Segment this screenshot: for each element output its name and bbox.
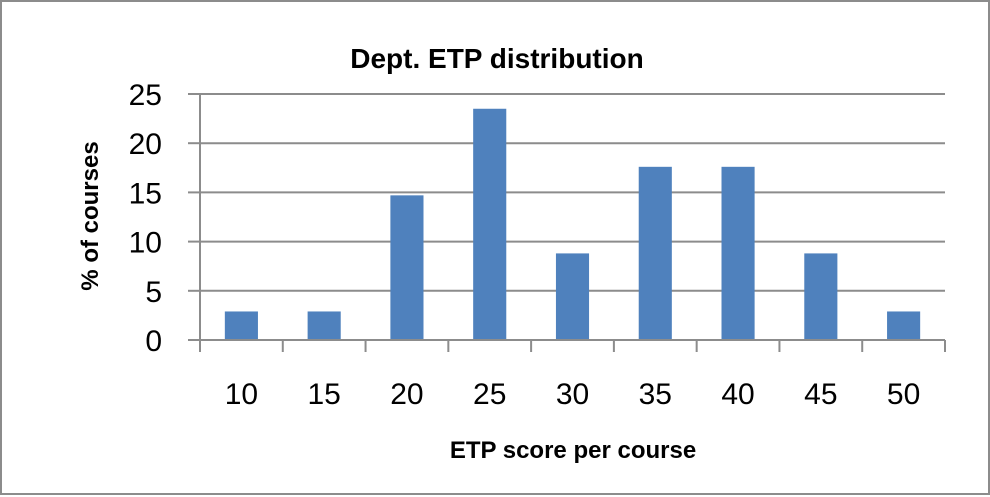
x-axis-title: ETP score per course: [450, 437, 696, 464]
y-tick-label: 15: [129, 177, 162, 210]
bar: [224, 311, 258, 340]
y-tick-label: 0: [145, 325, 162, 358]
x-tick-label: 30: [556, 378, 589, 411]
bar: [721, 166, 755, 340]
y-tick-labels: 0 5 10 15 20 25: [129, 79, 162, 358]
x-tick-label: 40: [721, 378, 754, 411]
x-tick-labels: 10 15 20 25 30 35 40 45 50: [225, 378, 921, 411]
axes: [188, 93, 946, 352]
bar: [390, 195, 424, 340]
y-tick-label: 25: [129, 79, 162, 112]
x-tick-label: 10: [225, 378, 258, 411]
y-tick-label: 5: [145, 276, 162, 309]
x-tick-label: 20: [390, 378, 423, 411]
bar: [473, 108, 507, 340]
y-tick-label: 10: [129, 227, 162, 260]
x-tick-label: 45: [804, 378, 837, 411]
bar: [887, 311, 921, 340]
x-tick-label: 35: [639, 378, 672, 411]
bar: [804, 253, 838, 340]
x-tick-label: 50: [887, 378, 920, 411]
bar: [307, 311, 341, 340]
bar: [638, 166, 672, 340]
x-tick-label: 15: [307, 378, 340, 411]
chart-title: Dept. ETP distribution: [350, 43, 643, 74]
bars: [224, 108, 921, 340]
y-tick-label: 20: [129, 128, 162, 161]
y-axis-title: % of courses: [77, 141, 104, 290]
bar: [555, 253, 590, 340]
x-tick-label: 25: [473, 378, 506, 411]
